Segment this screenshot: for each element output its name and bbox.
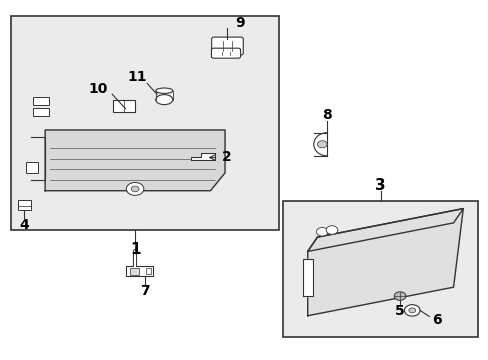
Bar [33, 97, 48, 105]
Circle shape [393, 292, 405, 300]
Circle shape [404, 305, 419, 316]
Bar [283, 202, 477, 337]
Bar [130, 267, 139, 275]
Ellipse shape [156, 88, 172, 93]
Text: 11: 11 [127, 70, 147, 84]
Polygon shape [45, 130, 224, 191]
Bar [11, 16, 278, 230]
Bar [126, 266, 153, 276]
Bar [113, 100, 135, 112]
Bar [26, 162, 38, 173]
Polygon shape [307, 208, 462, 251]
Text: 4: 4 [20, 218, 29, 231]
Polygon shape [307, 208, 462, 316]
FancyBboxPatch shape [211, 48, 240, 58]
Circle shape [317, 141, 326, 148]
Circle shape [126, 183, 143, 195]
Bar [145, 268, 150, 274]
Polygon shape [191, 153, 215, 160]
Text: 8: 8 [322, 108, 331, 122]
Bar [33, 108, 48, 116]
Text: 3: 3 [375, 178, 385, 193]
Polygon shape [302, 258, 312, 296]
Circle shape [325, 226, 337, 234]
Ellipse shape [156, 95, 172, 105]
Text: 9: 9 [234, 16, 244, 30]
Bar [19, 200, 30, 210]
FancyBboxPatch shape [211, 37, 243, 55]
Text: 7: 7 [140, 284, 149, 298]
Text: 10: 10 [88, 82, 107, 96]
Circle shape [131, 186, 139, 192]
Text: 5: 5 [394, 304, 404, 318]
Text: 6: 6 [431, 313, 441, 327]
Text: 2: 2 [221, 150, 231, 165]
Circle shape [316, 228, 327, 236]
Circle shape [408, 308, 415, 313]
Text: 1: 1 [130, 242, 140, 257]
